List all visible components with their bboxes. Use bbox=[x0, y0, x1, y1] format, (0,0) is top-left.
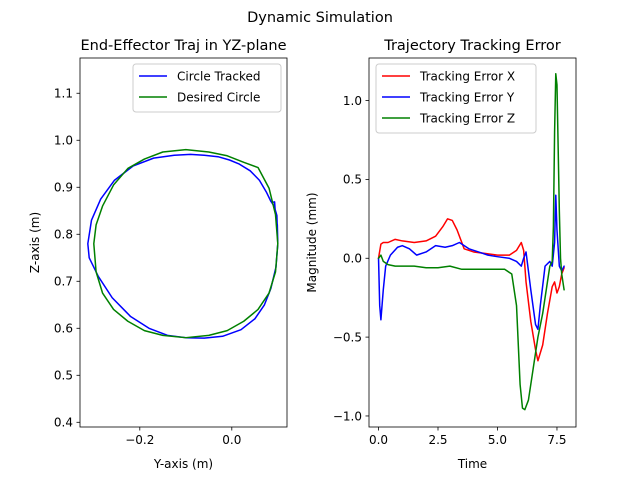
y-tick-label: 1.1 bbox=[54, 87, 73, 101]
axes-frame bbox=[79, 57, 288, 428]
x-tick-label: 5.0 bbox=[488, 433, 507, 447]
y-tick-label: −1.0 bbox=[333, 409, 362, 423]
legend-frame bbox=[375, 63, 537, 134]
x-axis-label: Y-axis (m) bbox=[153, 457, 213, 471]
legend-label: Desired Circle bbox=[177, 90, 260, 104]
series-line-desired-circle bbox=[93, 148, 279, 339]
legend-label: Tracking Error Z bbox=[419, 111, 515, 125]
chart-title: End-Effector Traj in YZ-plane bbox=[81, 38, 287, 54]
y-tick-label: 0.4 bbox=[54, 416, 73, 430]
y-tick-label: 0.5 bbox=[54, 369, 73, 383]
y-tick-label: 0.0 bbox=[343, 252, 362, 266]
series-line-tracking-error-y bbox=[377, 194, 565, 330]
series-line-tracking-error-x bbox=[377, 218, 565, 362]
y-tick-label: −0.5 bbox=[333, 330, 362, 344]
y-tick-label: 0.6 bbox=[54, 322, 73, 336]
chart-title: Trajectory Tracking Error bbox=[383, 38, 561, 54]
x-tick-label: 7.5 bbox=[547, 433, 566, 447]
plot-area: 0.0 2.5 5.0 7.5 −1.0 −0.5 0.0 0.5 1.0 Tracking Er… bbox=[333, 57, 577, 447]
axes-frame bbox=[368, 57, 577, 428]
panel-yz-trajectory: End-Effector Traj in YZ-plane Y-axis (m)… bbox=[28, 38, 288, 471]
legend-label: Circle Tracked bbox=[177, 69, 260, 83]
plot-area: −0.2 0.0 0.4 0.5 0.6 0.7 0.8 0.9 1.0 1.1 Circle Tr… bbox=[54, 57, 288, 447]
panel-tracking-error: Trajectory Tracking Error Time Magnitude… bbox=[305, 38, 577, 471]
y-axis-label: Magnitude (mm) bbox=[305, 192, 319, 292]
figure-suptitle: Dynamic Simulation bbox=[247, 10, 393, 26]
y-tick-label: 0.8 bbox=[54, 228, 73, 242]
legend: Tracking Error X Tracking Error Y Tracking… bbox=[375, 63, 537, 134]
y-tick-label: 1.0 bbox=[54, 134, 73, 148]
y-tick-label: 0.7 bbox=[54, 275, 73, 289]
y-axis-label: Z-axis (m) bbox=[28, 212, 42, 273]
x-tick-label: −0.2 bbox=[125, 433, 154, 447]
y-tick-label: 1.0 bbox=[343, 94, 362, 108]
y-tick-label: 0.5 bbox=[343, 173, 362, 187]
series-line-tracking-error-z bbox=[377, 73, 565, 411]
y-tick-label: 0.9 bbox=[54, 181, 73, 195]
legend-frame bbox=[132, 63, 282, 113]
x-tick-label: 0.0 bbox=[369, 433, 388, 447]
legend: Circle Tracked Desired Circle bbox=[132, 63, 282, 113]
x-axis-label: Time bbox=[457, 457, 487, 471]
legend-label: Tracking Error Y bbox=[419, 90, 515, 104]
x-tick-label: 2.5 bbox=[428, 433, 447, 447]
legend-label: Tracking Error X bbox=[419, 69, 515, 83]
x-tick-label: 0.0 bbox=[222, 433, 241, 447]
